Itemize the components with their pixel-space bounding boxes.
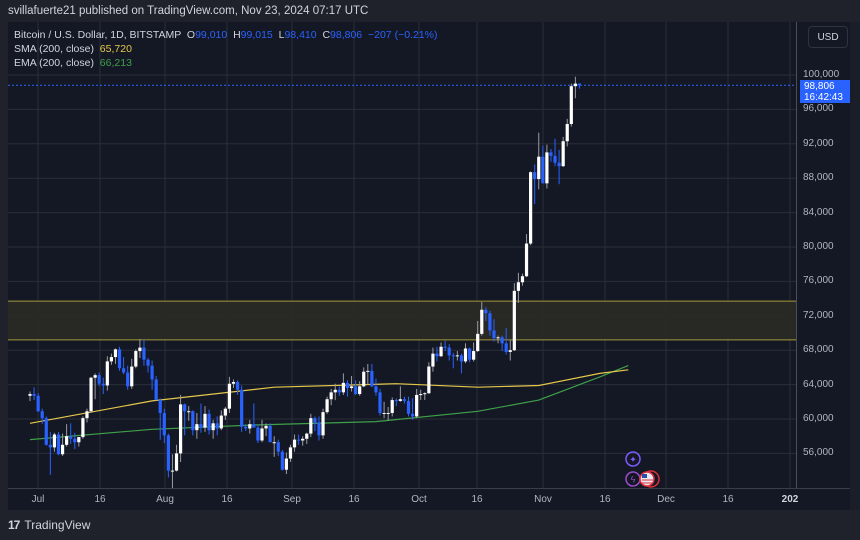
high-label: H — [233, 29, 241, 41]
price-tick-label: 84,000 — [803, 206, 834, 218]
plot-area[interactable]: ✦ ϟ — [8, 22, 796, 488]
sma-legend-row[interactable]: SMA (200, close) 65,720 — [14, 42, 437, 56]
time-tick-label: Aug — [156, 494, 174, 505]
time-tick-label: 16 — [722, 494, 734, 505]
time-tick-label: 16 — [221, 494, 233, 505]
time-tick-label: 202 — [781, 494, 799, 505]
ema-label: EMA (200, close) — [14, 57, 94, 69]
price-tick-label: 68,000 — [803, 344, 834, 356]
ema-legend-row[interactable]: EMA (200, close) 66,213 — [14, 56, 437, 70]
time-axis[interactable]: Jul 16 Aug 16 Sep 16 Oct 16 Nov 16 Dec 16 202 — [8, 488, 850, 511]
price-tick-label: 88,000 — [803, 172, 834, 184]
price-tick-label: 60,000 — [803, 413, 834, 424]
price-tick-label: 96,000 — [803, 103, 834, 115]
svg-text:✦: ✦ — [629, 455, 637, 465]
time-tick-label: Dec — [657, 494, 675, 505]
time-tick-label: Jul — [31, 494, 45, 505]
open-label: O — [186, 29, 196, 41]
last-price-tag: 98,806 16:42:43 — [800, 80, 850, 103]
open-value: 99,010 — [195, 29, 228, 41]
symbol-title: Bitcoin / U.S. Dollar, 1D, BITSTAMP — [14, 29, 182, 41]
change-value: −207 (−0.21%) — [368, 29, 438, 41]
high-value: 99,015 — [240, 29, 273, 41]
price-tick-label: 92,000 — [803, 137, 834, 149]
currency-button[interactable]: USD — [808, 26, 848, 48]
time-tick-label: 16 — [599, 494, 611, 505]
price-tick-label: 76,000 — [803, 275, 834, 287]
brand-name: TradingView — [24, 518, 91, 532]
time-tick-label: 16 — [471, 494, 483, 505]
close-label: C — [322, 29, 331, 41]
price-tick-label: 80,000 — [803, 241, 834, 252]
price-tick-label: 100,000 — [803, 69, 840, 80]
time-tick-label: Oct — [411, 494, 427, 505]
bar-countdown: 16:42:43 — [804, 92, 843, 103]
sma-value: 65,720 — [99, 43, 132, 55]
time-tick-label: 16 — [348, 494, 360, 505]
chart-legend: Bitcoin / U.S. Dollar, 1D, BITSTAMP O99,… — [14, 28, 437, 70]
publisher-line: svillafuerte21 published on TradingView.… — [8, 5, 369, 17]
right-gutter — [850, 22, 860, 510]
time-tick-label: Sep — [283, 494, 301, 505]
tradingview-logo-icon: 17 — [8, 518, 20, 532]
price-tick-label: 64,000 — [803, 378, 834, 390]
sma-label: SMA (200, close) — [14, 43, 94, 55]
ema-value: 66,213 — [99, 57, 132, 69]
price-tick-label: 72,000 — [803, 309, 834, 321]
close-value: 98,806 — [330, 29, 363, 41]
candlestick-chart: ✦ϟ — [8, 22, 796, 488]
chart-frame: ✦ ϟ Bitcoin / U.S. Dollar, 1D, BITSTAMP O… — [8, 22, 860, 510]
svg-text:ϟ: ϟ — [631, 475, 636, 485]
time-tick-label: 16 — [94, 494, 106, 505]
time-tick-label: Nov — [534, 494, 552, 505]
price-axis[interactable]: 100,000 96,000 92,000 88,000 84,000 80,000 76,… — [796, 22, 851, 488]
footer: 17 TradingView — [8, 518, 90, 532]
ohlc-legend-row[interactable]: Bitcoin / U.S. Dollar, 1D, BITSTAMP O99,… — [14, 28, 437, 42]
last-price: 98,806 — [804, 81, 835, 92]
price-tick-label: 56,000 — [803, 447, 834, 459]
low-label: L — [278, 29, 285, 41]
low-value: 98,410 — [284, 29, 317, 41]
